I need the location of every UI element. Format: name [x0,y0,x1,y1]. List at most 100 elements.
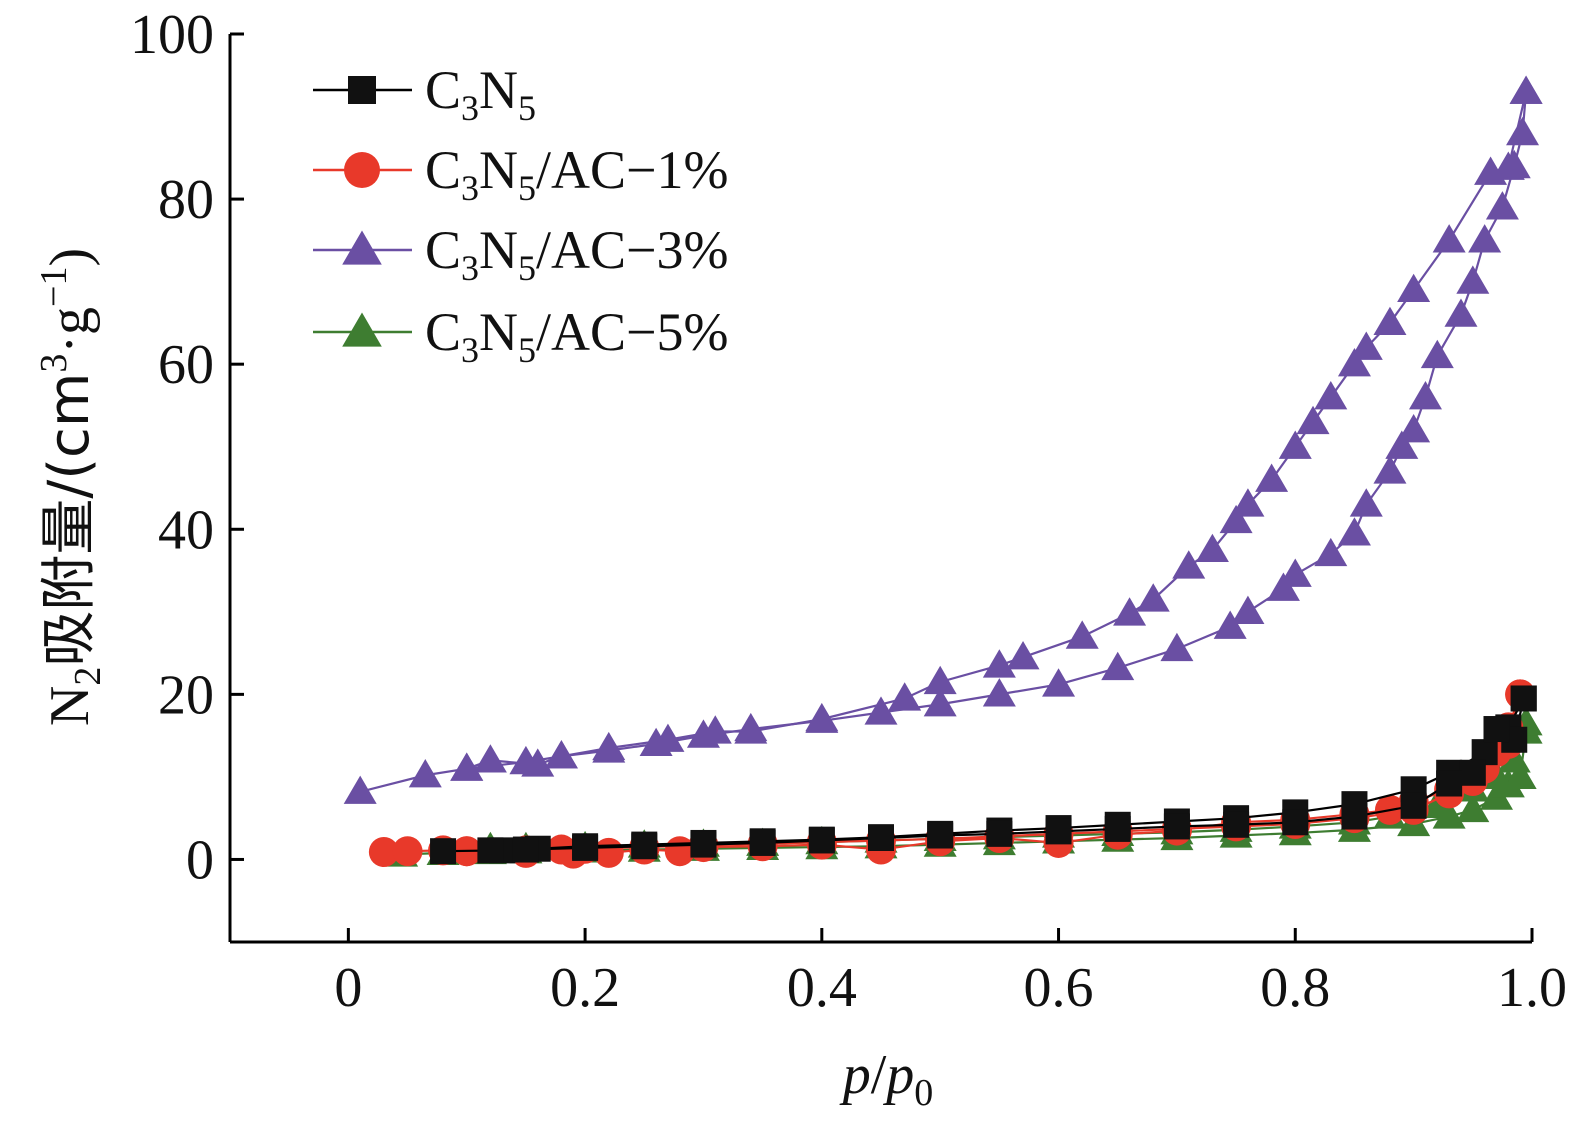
data-point-ac3 [521,748,555,777]
data-point-ac3 [343,775,377,804]
data-point-ac3 [1432,224,1466,253]
legend-item-c3n5: C3N5 [313,60,536,128]
data-point-c3n5 [1163,813,1190,840]
data-point-ac3 [1349,488,1383,517]
data-point-ac1 [368,837,399,868]
data-point-c3n5 [1341,803,1368,830]
axes [228,34,1532,944]
y-axis-title-sup1: 3 [33,354,75,373]
x-axis-title-p: p [839,1044,871,1106]
y-axis-title-main: 吸附量/(cm [37,373,102,667]
data-point-c3n5 [808,827,835,854]
data-point-ac3 [1231,595,1265,624]
legend: C3N5 C3N5/AC−1% C3N5/AC−3% C3N5/AC−5% [313,60,729,370]
data-point-ac3 [1042,668,1076,697]
data-point-ac3 [1373,455,1407,484]
data-point-ac5 [1497,744,1531,773]
series-ac3 [343,75,1543,804]
data-point-c3n5 [1436,770,1463,797]
data-point-ac3 [1195,533,1229,563]
data-point-ac5 [1456,793,1490,823]
data-point-ac3 [923,688,957,717]
data-point-ac3 [544,740,578,769]
data-point-ac3 [888,682,922,711]
y-tick-label: 0 [186,829,214,891]
x-axis-title: p/p0 [839,1044,934,1114]
y-axis-title-n-sub: 2 [67,667,109,686]
data-point-ac3 [1444,298,1478,327]
data-point-c3n5 [1045,818,1072,845]
data-point-ac3 [1509,75,1543,104]
data-point-ac3 [923,665,957,695]
data-point-ac3 [1314,381,1348,410]
data-point-ac3 [1101,651,1135,681]
data-point-ac3 [1136,583,1170,612]
data-point-ac3 [651,723,685,752]
x-tick-label: 1.0 [1497,957,1567,1019]
data-point-ac3 [1337,347,1371,377]
data-point-c3n5 [1483,716,1510,743]
legend-item-ac5: C3N5/AC−5% [313,302,729,370]
x-axis-title-slash: / [871,1044,887,1106]
data-point-ac3 [1468,224,1502,253]
data-point-ac3 [1113,597,1147,626]
x-tick-label: 0.4 [787,957,857,1019]
data-point-ac3 [1219,504,1253,534]
data-point-c3n5 [1282,809,1309,836]
x-tick-label: 0 [334,957,362,1019]
x-tick-label: 0.8 [1260,957,1330,1019]
data-point-c3n5 [986,820,1013,847]
x-tick-label: 0.6 [1024,957,1094,1019]
data-point-c3n5 [631,833,658,860]
data-point-ac3 [592,731,626,761]
data-point-ac3 [1296,405,1330,435]
data-point-c3n5 [572,834,599,861]
data-point-ac3 [1213,610,1247,639]
data-point-c3n5 [430,838,457,865]
x-tick-label: 0.2 [550,957,620,1019]
data-point-c3n5 [1104,815,1131,842]
legend-marker [348,76,376,104]
y-tick-label: 100 [130,4,214,66]
y-tick-label: 60 [158,334,214,396]
x-axis-title-sub: 0 [914,1072,933,1114]
legend-label: C3N5 [425,60,536,128]
data-point-ac3 [1408,381,1442,410]
y-axis-title-n: N [39,686,101,726]
data-point-ac3 [1349,331,1383,360]
data-point-ac3 [1373,306,1407,336]
data-point-ac3 [1474,156,1508,185]
legend-label: C3N5/AC−5% [425,302,729,370]
data-point-c3n5 [1510,685,1537,712]
y-axis-title-post: ) [39,248,101,267]
data-point-ac3 [734,715,768,744]
y-axis-title: N2吸附量/(cm3·g−1) [33,248,109,726]
data-point-c3n5 [1459,759,1486,786]
data-point-c3n5 [512,836,539,863]
data-point-ac5 [1420,789,1454,818]
data-point-ac3 [1278,430,1312,459]
data-point-ac5 [1503,760,1537,790]
series-layer [343,75,1543,869]
data-point-ac3 [473,744,507,773]
data-point-c3n5 [749,829,776,856]
data-point-ac3 [698,715,732,744]
data-point-ac3 [1006,641,1040,670]
data-point-ac3 [982,649,1016,678]
data-point-ac3 [1278,558,1312,587]
data-point-ac3 [1456,265,1490,294]
data-point-ac3 [1160,632,1194,662]
series-c3n5 [430,685,1537,865]
data-point-ac3 [805,702,839,732]
data-point-ac3 [450,752,484,781]
y-axis-title-mid: ·g [39,307,101,354]
data-point-ac3 [408,759,442,788]
data-point-ac3 [1172,550,1206,579]
data-point-c3n5 [477,837,504,864]
y-tick-label: 80 [158,169,214,231]
y-axis-title-sup2: −1 [33,267,75,307]
data-point-ac3 [982,678,1016,707]
data-point-c3n5 [1400,792,1427,819]
data-point-ac3 [1231,488,1265,517]
